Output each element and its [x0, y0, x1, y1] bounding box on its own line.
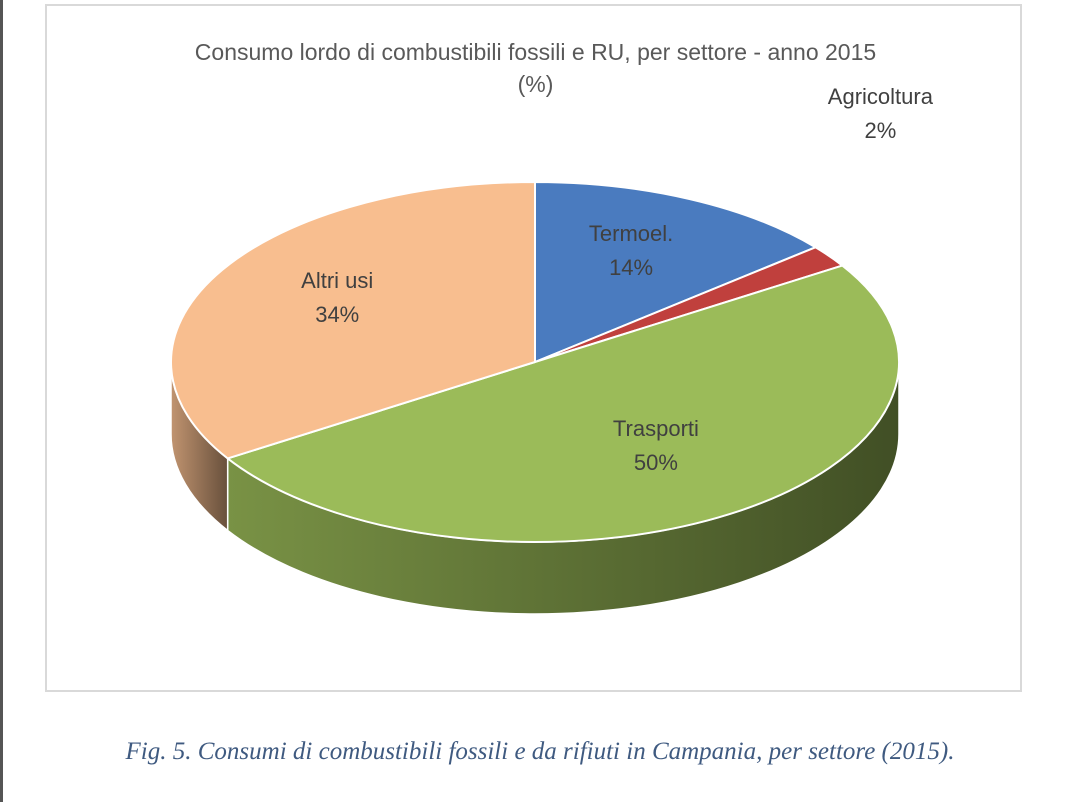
- slice-value-trasporti: 50%: [634, 450, 678, 475]
- slice-label-termoel: Termoel.: [589, 221, 673, 246]
- pie-slice-termoel: [534, 181, 817, 363]
- slice-label-agricoltura: Agricoltura: [828, 84, 934, 109]
- slice-value-agricoltura: 2%: [864, 118, 896, 143]
- pie-slice-altri-usi: [170, 181, 536, 460]
- page-left-border: [0, 0, 3, 802]
- chart-subtitle: (%): [517, 71, 554, 97]
- pie-slice-trasporti: [226, 264, 901, 544]
- pie-chart: Termoel. 14% Agricoltura 2% Trasporti 50% Altr…: [170, 84, 934, 615]
- slice-label-trasporti: Trasporti: [613, 416, 699, 441]
- figure-caption: Fig. 5. Consumi di combustibili fossili …: [125, 738, 955, 765]
- chart-title: Consumo lordo di combustibili fossili e …: [47, 36, 1024, 100]
- slice-value-altri-usi: 34%: [315, 302, 359, 327]
- slice-label-altri-usi: Altri usi: [301, 268, 373, 293]
- chart-frame: Consumo lordo di combustibili fossili e …: [45, 4, 1022, 692]
- slice-value-termoel: 14%: [609, 255, 653, 280]
- chart-title-line: Consumo lordo di combustibili fossili e …: [194, 39, 877, 65]
